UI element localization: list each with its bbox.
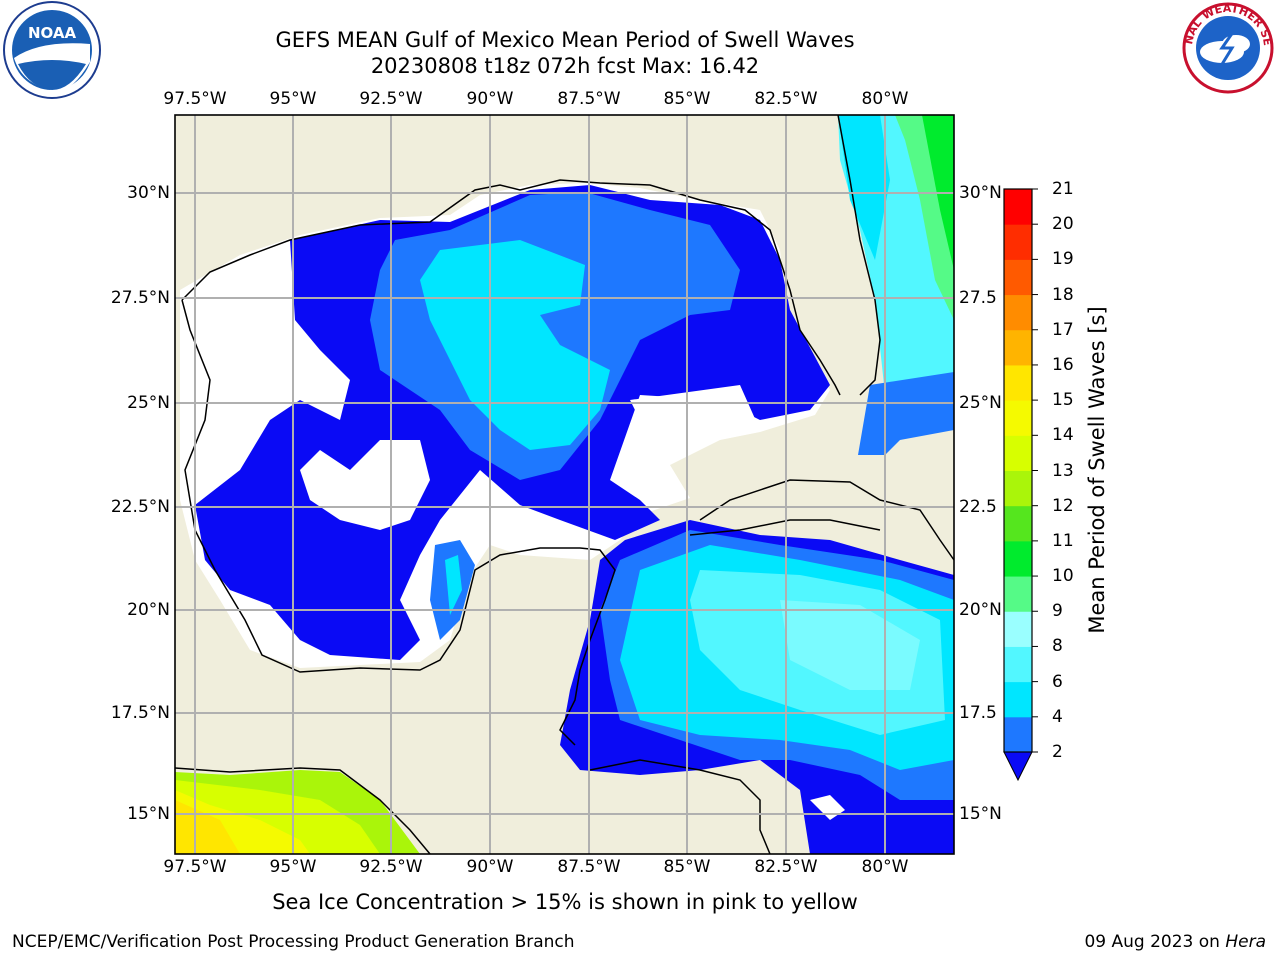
colorbar-tick-label: 15 <box>1052 390 1074 411</box>
lat-tick-right: 30°N <box>959 183 1002 203</box>
colorbar-segment <box>1004 224 1032 260</box>
colorbar-tick-label: 2 <box>1052 742 1063 762</box>
svg-text:NATIONAL WEATHER SERVICE: NATIONAL WEATHER SERVICE <box>0 0 1274 47</box>
colorbar-label: Mean Period of Swell Waves [s] <box>1085 306 1109 634</box>
host-name: Hera <box>1225 932 1266 952</box>
colorbar-segment <box>1004 505 1032 542</box>
lat-tick-right: 25°N <box>959 393 1002 413</box>
colorbar-tick-label: 6 <box>1052 671 1063 692</box>
gridlines <box>175 115 954 854</box>
colorbar-tick-label: 18 <box>1052 284 1074 305</box>
colorbar-tick-label: 21 <box>1052 179 1074 199</box>
lon-tick-bottom: 90°W <box>466 857 514 877</box>
lon-tick-top: 95°W <box>269 89 317 109</box>
svg-text:NOAA: NOAA <box>28 24 77 42</box>
lat-tick-right: 22.5 <box>959 497 997 517</box>
colorbar-tick-label: 20 <box>1052 214 1074 235</box>
colorbar-tick-label: 9 <box>1052 601 1063 622</box>
colorbar-segment <box>1004 435 1032 471</box>
lat-tick-left: 22.5°N <box>110 497 170 517</box>
lon-tick-bottom: 97.5°W <box>163 857 227 877</box>
lat-tick-right: 17.5 <box>959 703 997 723</box>
colorbar-segment <box>1004 470 1032 507</box>
colorbar-tick-label: 8 <box>1052 636 1063 657</box>
lat-tick-right: 27.5 <box>959 288 997 308</box>
colorbar-segment <box>1004 611 1032 647</box>
lon-tick-top: 82.5°W <box>754 89 818 109</box>
pacific-field <box>175 770 420 854</box>
lon-tick-bottom: 95°W <box>269 857 317 877</box>
lon-tick-bottom: 85°W <box>663 857 711 877</box>
gulf-field <box>180 183 830 668</box>
colorbar-tick-label: 10 <box>1052 566 1074 587</box>
lat-tick-left: 20°N <box>127 600 170 620</box>
lat-tick-left: 25°N <box>127 393 170 413</box>
colorbar-tick-label: 16 <box>1052 354 1074 375</box>
chart-title: GEFS MEAN Gulf of Mexico Mean Period of … <box>275 28 855 52</box>
lon-tick-top: 97.5°W <box>163 89 227 109</box>
colorbar-tick-label: 12 <box>1052 495 1074 516</box>
colorbar-tick-label: 13 <box>1052 460 1074 481</box>
lon-tick-bottom: 92.5°W <box>359 857 423 877</box>
map-area <box>175 115 954 854</box>
sea-ice-caption: Sea Ice Concentration > 15% is shown in … <box>272 890 858 914</box>
colorbar <box>1003 188 1038 782</box>
colorbar-tick-label: 19 <box>1052 249 1074 270</box>
colorbar-segment <box>1004 716 1032 753</box>
lon-tick-top: 92.5°W <box>359 89 423 109</box>
colorbar-tick-label: 11 <box>1052 530 1074 551</box>
coastlines <box>175 115 954 854</box>
colorbar-tick-label: 14 <box>1052 425 1074 446</box>
lat-tick-right: 20°N <box>959 600 1002 620</box>
lon-tick-top: 85°W <box>663 89 711 109</box>
colorbar-segment <box>1004 576 1032 612</box>
colorbar-segment <box>1004 681 1032 718</box>
colorbar-segment <box>1004 540 1032 577</box>
colorbar-segment <box>1004 400 1032 436</box>
lon-tick-bottom: 87.5°W <box>557 857 621 877</box>
colorbar-segment <box>1004 294 1032 331</box>
atlantic-field <box>838 115 954 455</box>
lon-tick-top: 87.5°W <box>557 89 621 109</box>
nws-logo: NATIONAL WEATHER SERVICE <box>0 0 1274 94</box>
colorbar-segment <box>1004 329 1032 366</box>
colorbar-segment <box>1004 189 1032 225</box>
map-frame <box>174 114 955 855</box>
credit-line: NCEP/EMC/Verification Post Processing Pr… <box>12 932 575 952</box>
date-line: 09 Aug 2023 on Hera <box>1084 932 1266 952</box>
colorbar-tick-label: 17 <box>1052 319 1074 340</box>
chart-subtitle: 20230808 t18z 072h fcst Max: 16.42 <box>370 54 760 78</box>
lat-tick-right: 15°N <box>959 804 1002 824</box>
lon-tick-bottom: 82.5°W <box>754 857 818 877</box>
lon-tick-bottom: 80°W <box>861 857 909 877</box>
colorbar-extend-triangle <box>1003 751 1033 782</box>
colorbar-segment <box>1004 364 1032 401</box>
colorbar-tick-label: 4 <box>1052 706 1063 727</box>
colorbar-segment <box>1004 259 1032 296</box>
run-date: 09 Aug 2023 on <box>1084 932 1226 952</box>
colorbar-segment <box>1004 646 1032 683</box>
lon-tick-top: 90°W <box>466 89 514 109</box>
lat-tick-left: 15°N <box>127 804 170 824</box>
lat-tick-left: 17.5°N <box>110 703 170 723</box>
lon-tick-top: 80°W <box>861 89 909 109</box>
lat-tick-left: 30°N <box>127 183 170 203</box>
noaa-logo: NOAA <box>3 1 101 99</box>
lat-tick-left: 27.5°N <box>110 288 170 308</box>
